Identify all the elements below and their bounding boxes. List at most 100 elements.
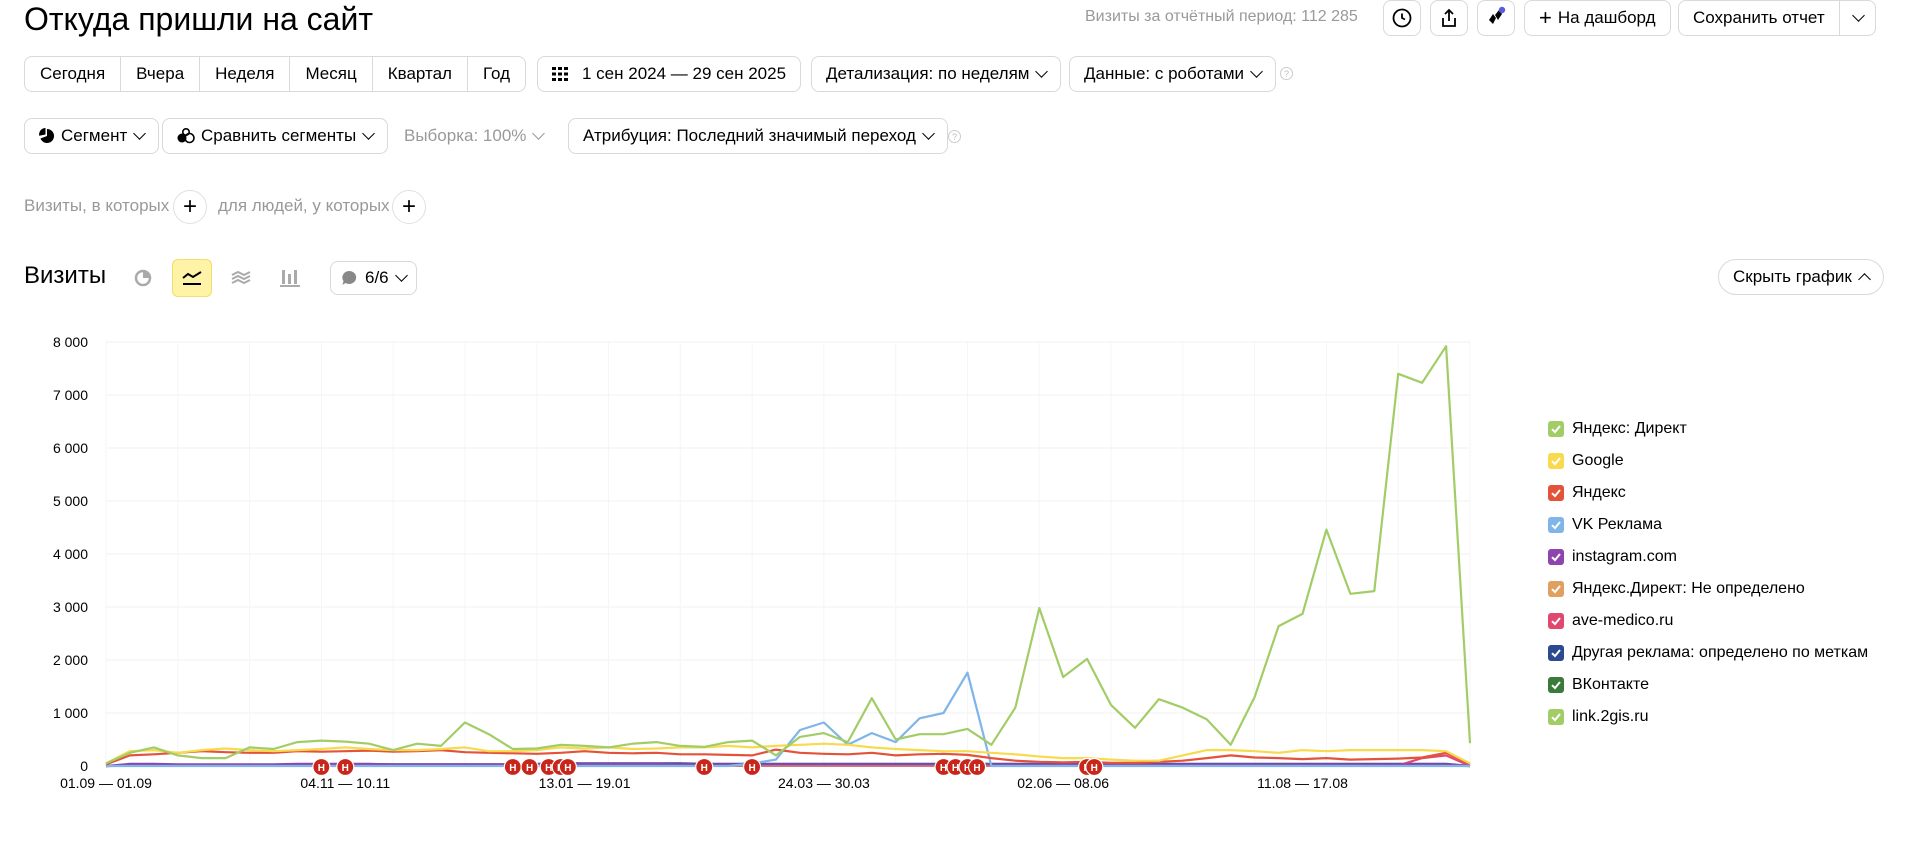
checkbox-checked-icon[interactable]	[1548, 453, 1564, 469]
legend-label: ВКонтакте	[1572, 676, 1649, 693]
compare-segments-label: Сравнить сегменты	[201, 126, 357, 145]
compare-segments-dropdown[interactable]: Сравнить сегменты	[162, 118, 389, 154]
period-today[interactable]: Сегодня	[25, 57, 122, 91]
svg-text:Н: Н	[701, 763, 708, 774]
svg-text:Н: Н	[964, 763, 971, 774]
detail-label: Детализация: по неделям	[826, 64, 1030, 83]
visits-chart: 0 1 000 2 000 3 000 4 000 5 000 6 000 7 000 8 00…	[53, 334, 1472, 791]
x-tick-label: 11.08 — 17.08	[1257, 775, 1348, 791]
share-icon	[1442, 8, 1456, 27]
assistant-icon	[1489, 6, 1506, 24]
series-line	[105, 748, 1471, 766]
checkbox-checked-icon[interactable]	[1548, 613, 1564, 629]
legend-item[interactable]: Яндекс.Директ: Не определено	[1548, 573, 1868, 605]
history-button[interactable]	[1383, 0, 1421, 36]
visits-condition-label: Визиты, в которых	[24, 196, 170, 215]
chart-type-area[interactable]	[221, 259, 261, 297]
notes-count: 6/6	[365, 268, 389, 287]
period-month[interactable]: Месяц	[290, 57, 373, 91]
date-range-picker[interactable]: 1 сен 2024 — 29 сен 2025	[537, 56, 802, 92]
svg-text:Н: Н	[526, 763, 533, 774]
checkbox-checked-icon[interactable]	[1548, 421, 1564, 437]
checkbox-checked-icon[interactable]	[1548, 645, 1564, 661]
add-people-condition-button[interactable]: +	[392, 190, 426, 224]
chevron-down-icon	[133, 127, 147, 140]
sample-dropdown[interactable]: Выборка: 100%	[404, 126, 546, 146]
svg-text:Н: Н	[318, 763, 325, 774]
save-report-button[interactable]: Сохранить отчет	[1679, 1, 1840, 35]
chevron-down-icon	[362, 127, 376, 140]
chart-type-line[interactable]	[172, 259, 212, 297]
legend-item[interactable]: instagram.com	[1548, 541, 1868, 573]
svg-text:Н: Н	[952, 763, 959, 774]
sample-label: Выборка: 100%	[404, 126, 527, 145]
help-icon[interactable]: ?	[948, 130, 961, 143]
save-report-group: Сохранить отчет	[1678, 0, 1876, 36]
legend-item[interactable]: Яндекс: Директ	[1548, 413, 1868, 445]
segment-dropdown[interactable]: Сегмент	[24, 118, 160, 154]
period-quarter[interactable]: Квартал	[373, 57, 468, 91]
help-icon[interactable]: ?	[1280, 67, 1293, 80]
x-tick-label: 24.03 — 30.03	[778, 775, 870, 791]
checkbox-checked-icon[interactable]	[1548, 485, 1564, 501]
pie-chart-icon	[134, 269, 152, 287]
y-axis: 0 1 000 2 000 3 000 4 000 5 000 6 000 7 000 8 00…	[53, 334, 88, 774]
chevron-down-icon	[1851, 9, 1865, 22]
note-marker: Н	[743, 757, 762, 777]
note-marker: Н	[520, 757, 539, 777]
x-tick-label: 02.06 — 08.06	[1017, 775, 1109, 791]
clock-icon	[1392, 8, 1412, 28]
svg-text:Н: Н	[1091, 763, 1098, 774]
attribution-dropdown[interactable]: Атрибуция: Последний значимый переход	[568, 118, 948, 154]
legend-item[interactable]: Google	[1548, 445, 1868, 477]
period-yesterday[interactable]: Вчера	[121, 57, 201, 91]
notes-dropdown[interactable]: 6/6	[330, 261, 417, 295]
svg-text:Н: Н	[973, 763, 980, 774]
period-week[interactable]: Неделя	[200, 57, 291, 91]
add-to-dashboard-button[interactable]: + На дашборд	[1524, 0, 1671, 36]
legend-item[interactable]: ave-medico.ru	[1548, 605, 1868, 637]
chart-type-bar[interactable]	[270, 259, 310, 297]
legend-item[interactable]: VK Реклама	[1548, 509, 1868, 541]
data-label: Данные: с роботами	[1084, 64, 1245, 83]
chart-grid	[105, 341, 1471, 767]
x-axis: 01.09 — 01.09 04.11 — 10.11 13.01 — 19.01 2…	[60, 775, 1348, 791]
attribution-label: Атрибуция: Последний значимый переход	[583, 126, 916, 145]
hide-chart-button[interactable]: Скрыть график	[1718, 259, 1884, 295]
data-dropdown[interactable]: Данные: с роботами	[1069, 56, 1277, 92]
checkbox-checked-icon[interactable]	[1548, 677, 1564, 693]
assistant-button[interactable]	[1477, 0, 1515, 36]
checkbox-checked-icon[interactable]	[1548, 517, 1564, 533]
checkbox-checked-icon[interactable]	[1548, 709, 1564, 725]
checkbox-checked-icon[interactable]	[1548, 581, 1564, 597]
checkbox-checked-icon[interactable]	[1548, 549, 1564, 565]
chart-type-pie[interactable]	[123, 259, 163, 297]
legend-label: VK Реклама	[1572, 516, 1662, 533]
date-range-label: 1 сен 2024 — 29 сен 2025	[582, 64, 787, 83]
segment-label: Сегмент	[61, 126, 128, 145]
detail-dropdown[interactable]: Детализация: по неделям	[811, 56, 1062, 92]
legend-item[interactable]: link.2gis.ru	[1548, 701, 1868, 733]
note-marker: Н	[558, 757, 577, 777]
legend-item[interactable]: Яндекс	[1548, 477, 1868, 509]
svg-text:Н: Н	[564, 763, 571, 774]
people-condition-label: для людей, у которых	[218, 196, 390, 215]
period-year[interactable]: Год	[482, 64, 511, 83]
comment-icon	[342, 270, 357, 285]
legend-item[interactable]: Другая реклама: определено по меткам	[1548, 637, 1868, 669]
chevron-down-icon	[1035, 65, 1049, 78]
legend-label: Яндекс.Директ: Не определено	[1572, 580, 1805, 597]
chevron-down-icon	[922, 127, 935, 140]
y-tick-label: 6 000	[53, 440, 88, 456]
svg-text:Н: Н	[940, 763, 947, 774]
y-tick-label: 4 000	[53, 546, 88, 562]
pie-icon	[39, 128, 55, 143]
chart-series	[105, 345, 1472, 768]
legend-label: Другая реклама: определено по меткам	[1572, 644, 1869, 661]
calendar-icon	[552, 67, 568, 81]
export-button[interactable]	[1430, 0, 1468, 36]
add-visit-condition-button[interactable]: +	[173, 190, 207, 224]
legend-item[interactable]: ВКонтакте	[1548, 669, 1868, 701]
save-report-menu-button[interactable]	[1840, 1, 1875, 35]
note-marker: Н	[336, 757, 355, 777]
